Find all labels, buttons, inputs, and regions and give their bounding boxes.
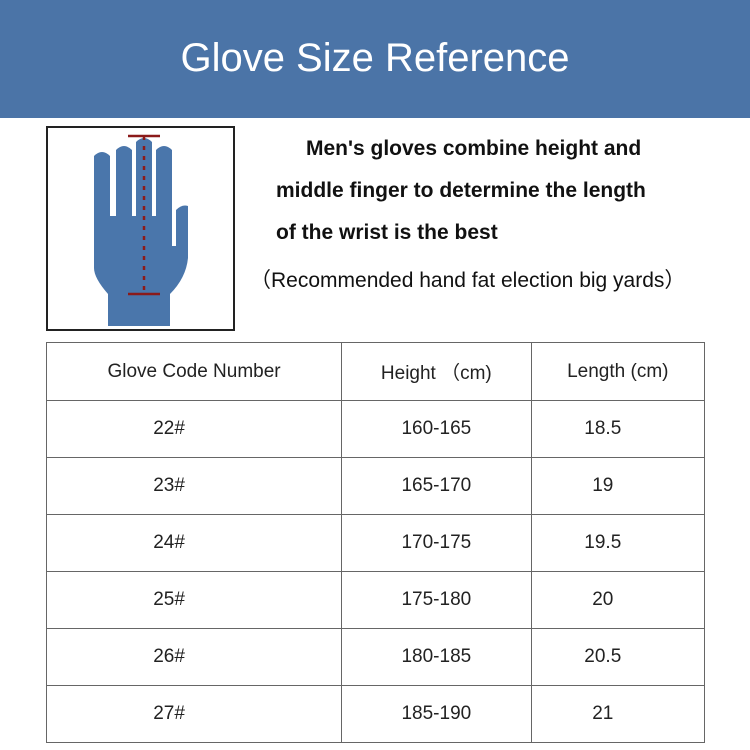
glove-code-cell: 23# bbox=[45, 457, 343, 515]
glove-code-cell: 22# bbox=[45, 400, 343, 458]
table-header-row: Glove Code Number Height （cm) Length (cm… bbox=[45, 342, 706, 401]
sizing-description: Men's gloves combine height and middle f… bbox=[276, 128, 736, 254]
recommendation-note: （Recommended hand fat election big yards… bbox=[250, 269, 686, 292]
glove-code-cell: 27# bbox=[45, 685, 343, 743]
table-row: 27# 185-190 21 bbox=[45, 685, 706, 743]
length-cell: 19.5 bbox=[530, 514, 706, 572]
description-line: Men's gloves combine height and bbox=[306, 137, 642, 160]
glove-code-cell: 26# bbox=[45, 628, 343, 686]
length-cell: 21 bbox=[530, 685, 706, 743]
table-row: 25# 175-180 20 bbox=[45, 571, 706, 629]
height-cell: 160-165 bbox=[341, 400, 532, 458]
table-row: 24# 170-175 19.5 bbox=[45, 514, 706, 572]
header-length: Length (cm) bbox=[530, 342, 706, 401]
glove-code-cell: 25# bbox=[45, 571, 343, 629]
title-banner: Glove Size Reference bbox=[0, 0, 750, 118]
height-cell: 170-175 bbox=[341, 514, 532, 572]
hand-illustration bbox=[46, 126, 235, 331]
length-cell: 19 bbox=[530, 457, 706, 515]
height-cell: 180-185 bbox=[341, 628, 532, 686]
length-cell: 18.5 bbox=[530, 400, 706, 458]
table-row: 26# 180-185 20.5 bbox=[45, 628, 706, 686]
height-cell: 165-170 bbox=[341, 457, 532, 515]
description-line: middle finger to determine the length bbox=[276, 179, 646, 202]
height-cell: 185-190 bbox=[341, 685, 532, 743]
header-height: Height （cm) bbox=[341, 342, 532, 401]
glove-code-cell: 24# bbox=[45, 514, 343, 572]
hand-measurement-icon bbox=[94, 134, 188, 326]
size-table: Glove Code Number Height （cm) Length (cm… bbox=[45, 342, 706, 743]
table-row: 22# 160-165 18.5 bbox=[45, 400, 706, 458]
page-title: Glove Size Reference bbox=[180, 36, 570, 80]
length-cell: 20 bbox=[530, 571, 706, 629]
header-glove-code: Glove Code Number bbox=[45, 342, 343, 401]
length-cell: 20.5 bbox=[530, 628, 706, 686]
height-cell: 175-180 bbox=[341, 571, 532, 629]
table-row: 23# 165-170 19 bbox=[45, 457, 706, 515]
description-line: of the wrist is the best bbox=[276, 221, 498, 244]
